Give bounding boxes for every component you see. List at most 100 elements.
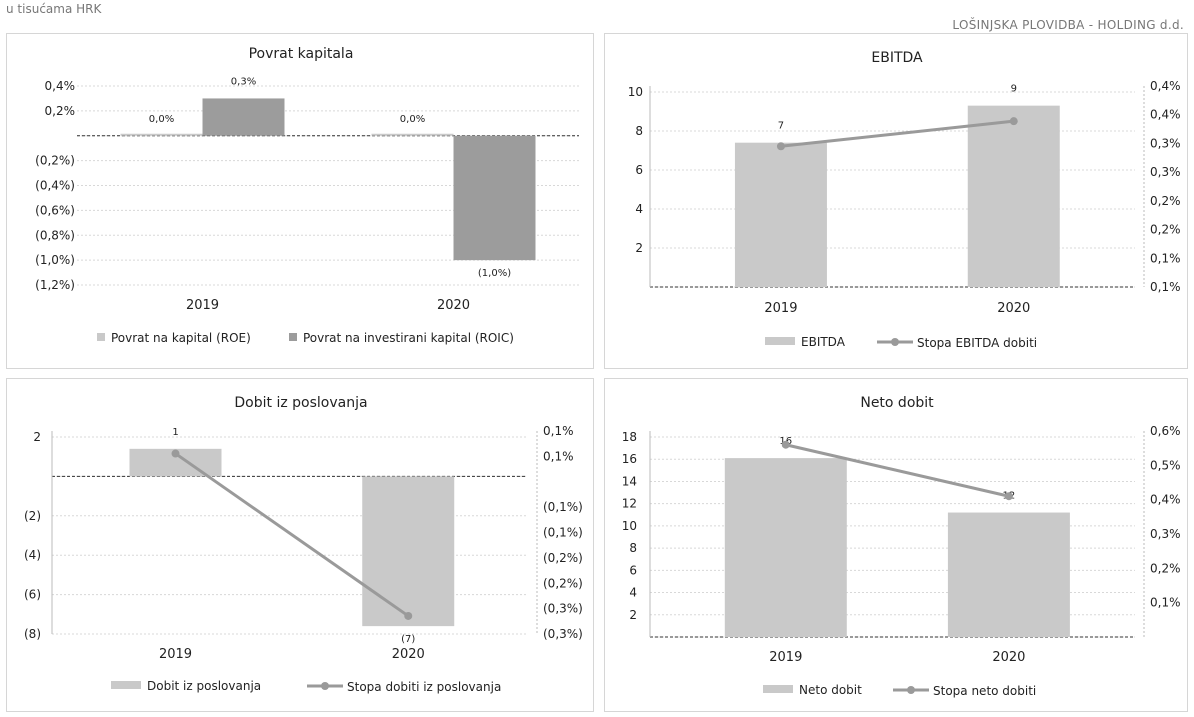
chart-title: Dobit iz poslovanja: [234, 395, 367, 411]
y2-tick-label: 0,2%: [1150, 194, 1181, 208]
data-label: 0,0%: [400, 114, 425, 125]
line-point: [776, 142, 785, 151]
data-label: 0,3%: [231, 76, 256, 87]
chart-panel-neto-dobit: Neto dobit 18 16 14 12 10 8 6 4 2 0,6% 0,5% 0,4% 0,3%…: [604, 378, 1188, 712]
y-tick-label: (2): [24, 509, 41, 523]
data-label: 1: [172, 427, 178, 438]
y-tick-label: (0,2%): [35, 154, 75, 168]
x-tick-label: 2020: [997, 301, 1030, 316]
chart-svg: Povrat kapitala 0,4% 0,2% (0,2%) (0,4%) (0,6%…: [35, 46, 579, 345]
y-tick-label: 2: [33, 430, 41, 444]
legend-label: Povrat na investirani kapital (ROIC): [303, 331, 514, 345]
chart-title: Povrat kapitala: [249, 46, 354, 62]
legend-label: Stopa dobiti iz poslovanja: [347, 680, 501, 694]
line-point: [1009, 117, 1018, 126]
legend-label: Neto dobit: [799, 683, 862, 697]
y-tick-label: 18: [622, 430, 637, 444]
company-name: LOŠINJSKA PLOVIDBA - HOLDING d.d.: [952, 18, 1184, 32]
series-line: [174, 452, 410, 618]
y-tick-label: 8: [629, 541, 637, 555]
y2-tick-label: (0,1%): [543, 526, 583, 540]
y-tick-label: 10: [622, 519, 637, 533]
y2-tick-label: 0,2%: [1150, 561, 1181, 575]
x-tick-label: 2019: [159, 647, 192, 662]
y2-tick-label: 0,6%: [1150, 424, 1181, 438]
y2-tick-label: 0,3%: [1150, 527, 1181, 541]
x-tick-label: 2019: [764, 301, 797, 316]
y-tick-label: (4): [24, 548, 41, 562]
y2-tick-label: 0,1%: [1150, 596, 1181, 610]
y2-tick-label: (0,2%): [543, 576, 583, 590]
data-label: 0,0%: [149, 114, 174, 125]
bar: [947, 512, 1070, 637]
bar: [967, 105, 1060, 288]
x-tick-label: 2019: [769, 650, 802, 665]
legend-swatch: [763, 685, 793, 693]
y2-tick-label: 0,4%: [1150, 79, 1181, 93]
unit-note: u tisućama HRK: [6, 2, 102, 16]
y-tick-label: 12: [622, 497, 637, 511]
y2-tick-label: 0,3%: [1150, 165, 1181, 179]
y-tick-label: 10: [628, 85, 643, 99]
y-tick-label: 4: [635, 202, 643, 216]
chart-panel-dobit-iz-poslovanja: Dobit iz poslovanja 2 (2) (4) (6) (8) 0,1% 0,1%…: [6, 378, 594, 712]
y-tick-label: 6: [635, 163, 643, 177]
y2-tick-label: (0,3%): [543, 627, 583, 641]
line-point: [171, 449, 180, 458]
data-label: 9: [1011, 84, 1017, 95]
y-tick-label: 8: [635, 124, 643, 138]
line-point: [781, 440, 790, 449]
y-tick-label: (0,6%): [35, 203, 75, 217]
chart-svg: EBITDA 10 8 6 4 2 0,4% 0,4% 0,3% 0,3% 0,2% 0,2% 0,1%…: [628, 50, 1181, 350]
x-tick-label: 2020: [992, 650, 1025, 665]
bar: [362, 476, 455, 627]
y-tick-label: (1,0%): [35, 253, 75, 267]
x-tick-label: 2020: [392, 647, 425, 662]
y-tick-label: 14: [622, 474, 637, 488]
y-tick-label: (0,4%): [35, 179, 75, 193]
legend-swatch: [97, 333, 105, 341]
y2-tick-label: 0,2%: [1150, 223, 1181, 237]
y-tick-label: 4: [629, 586, 637, 600]
legend-label: Stopa neto dobiti: [933, 684, 1036, 698]
bar: [734, 142, 827, 287]
legend-swatch: [289, 333, 297, 341]
chart-panel-ebitda: EBITDA 10 8 6 4 2 0,4% 0,4% 0,3% 0,3% 0,2% 0,2% 0,1%…: [604, 33, 1188, 369]
y2-tick-label: (0,1%): [543, 500, 583, 514]
chart-svg: Dobit iz poslovanja 2 (2) (4) (6) (8) 0,1% 0,1%…: [24, 395, 583, 694]
y2-tick-label: 0,4%: [1150, 493, 1181, 507]
line-point: [404, 611, 413, 620]
bar: [120, 133, 203, 136]
x-tick-label: 2020: [437, 298, 470, 313]
y-tick-label: 16: [622, 452, 637, 466]
y-tick-label: (1,2%): [35, 278, 75, 292]
data-label: (7): [401, 634, 415, 645]
data-label: (1,0%): [478, 268, 511, 279]
bar: [202, 98, 285, 136]
y-tick-label: (6): [24, 588, 41, 602]
bar: [371, 133, 454, 136]
x-tick-label: 2019: [186, 298, 219, 313]
y2-tick-label: (0,3%): [543, 602, 583, 616]
bar: [453, 135, 536, 261]
y-tick-label: 2: [635, 241, 643, 255]
y-tick-label: 6: [629, 563, 637, 577]
y2-tick-label: 0,3%: [1150, 136, 1181, 150]
bar: [724, 458, 847, 637]
legend-label: EBITDA: [801, 335, 846, 349]
y2-tick-label: 0,1%: [1150, 251, 1181, 265]
y-tick-label: 2: [629, 608, 637, 622]
chart-svg: Neto dobit 18 16 14 12 10 8 6 4 2 0,6% 0,5% 0,4% 0,3%…: [622, 395, 1181, 698]
chart-title: Neto dobit: [860, 395, 934, 411]
y2-tick-label: 0,1%: [1150, 280, 1181, 294]
y-tick-label: 0,4%: [45, 79, 76, 93]
line-point: [1004, 492, 1013, 501]
legend-marker: [321, 682, 329, 690]
legend-label: Dobit iz poslovanja: [147, 679, 261, 693]
series-line: [780, 119, 1014, 148]
y2-tick-label: 0,1%: [543, 424, 574, 438]
chart-panel-povrat-kapitala: Povrat kapitala 0,4% 0,2% (0,2%) (0,4%) (0,6%…: [6, 33, 594, 369]
data-label: 7: [778, 121, 784, 132]
legend-label: Stopa EBITDA dobiti: [917, 336, 1037, 350]
y2-tick-label: (0,2%): [543, 551, 583, 565]
